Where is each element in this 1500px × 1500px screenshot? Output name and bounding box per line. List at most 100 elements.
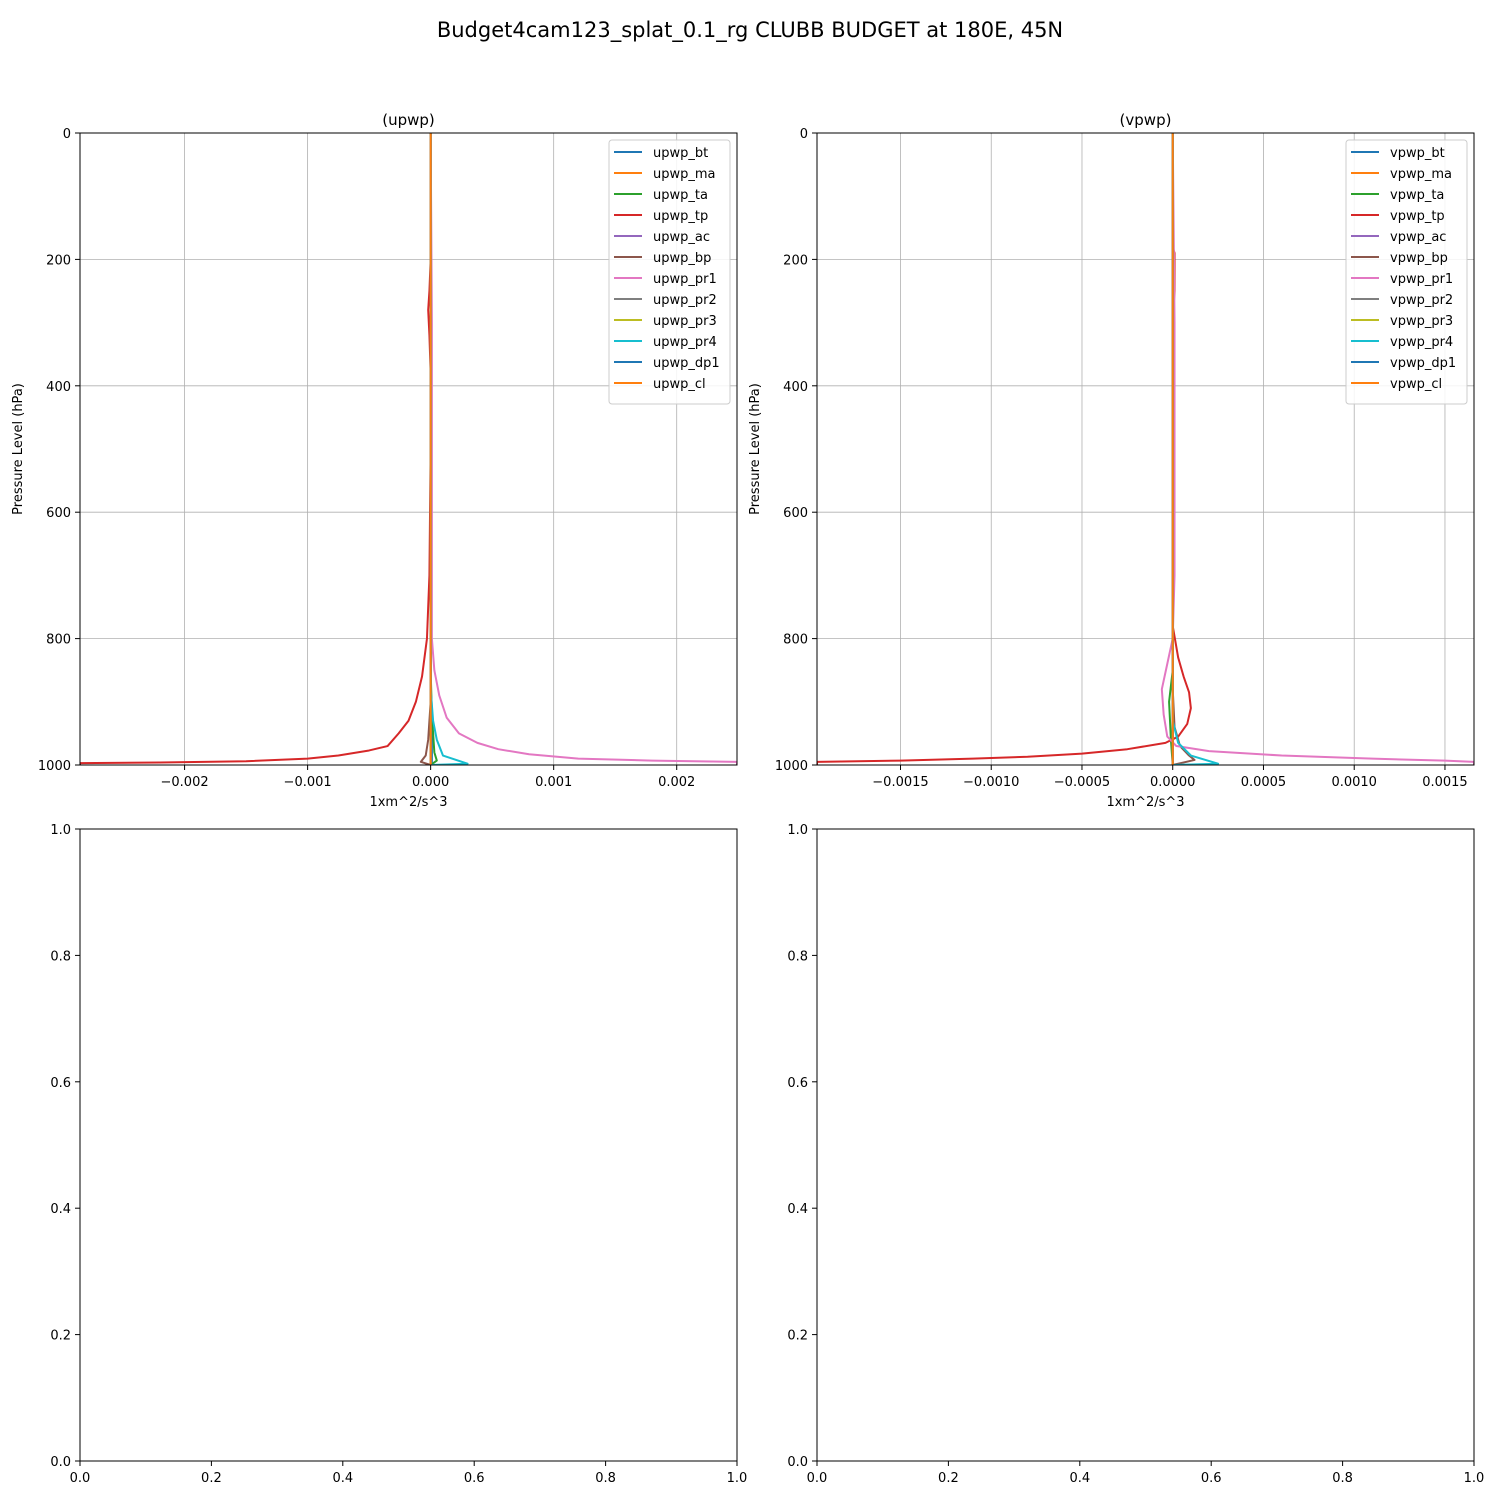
x-tick-label: 0.0010 bbox=[1331, 775, 1377, 790]
legend-label-upwp_ma: upwp_ma bbox=[653, 167, 716, 182]
legend-label-upwp_pr1: upwp_pr1 bbox=[653, 272, 717, 287]
series-line-upwp_tp bbox=[80, 133, 432, 765]
legend-label-upwp_ac: upwp_ac bbox=[653, 230, 710, 245]
axes-frame bbox=[816, 132, 1475, 766]
legend: upwp_bt upwp_ma upwp_ta upwp_tp upwp_ac upwp_… bbox=[608, 139, 731, 405]
legend-label-upwp_pr2: upwp_pr2 bbox=[653, 293, 717, 308]
legend: vpwp_bt vpwp_ma vpwp_ta vpwp_tp vpwp_ac vpwp_… bbox=[1345, 139, 1468, 405]
x-tick-label: 0.0000 bbox=[1150, 775, 1196, 790]
y-tick-label: 0 bbox=[800, 127, 808, 142]
legend-label-upwp_ta: upwp_ta bbox=[653, 188, 708, 203]
x-tick-label: 0.0015 bbox=[1422, 775, 1468, 790]
legend-label-vpwp_cl: vpwp_cl bbox=[1390, 377, 1442, 392]
y-tick-label: 0.6 bbox=[50, 1076, 71, 1091]
subplot-grid: −0.002 −0.001 0.000 0.001 0.002 0 200 400 600 800… bbox=[11, 111, 1484, 1486]
legend-label-upwp_tp: upwp_tp bbox=[653, 209, 708, 224]
x-tick-label: 0.2 bbox=[201, 1471, 222, 1486]
legend-label-vpwp_dp1: vpwp_dp1 bbox=[1390, 356, 1456, 371]
x-tick-label: 0.8 bbox=[595, 1471, 616, 1486]
figure-title: Budget4cam123_splat_0.1_rg CLUBB BUDGET … bbox=[437, 18, 1063, 43]
x-tick-label: 0.0005 bbox=[1241, 775, 1287, 790]
axes-frame bbox=[79, 132, 738, 766]
x-tick-label: 0.6 bbox=[464, 1471, 485, 1486]
legend-label-vpwp_ac: vpwp_ac bbox=[1390, 230, 1446, 245]
subplot-empty-right: 0.0 0.2 0.4 0.6 0.8 1.0 0.0 0.2 0.4 0.6 0.8 1.0 bbox=[787, 823, 1484, 1486]
x-tick-label: 0.0 bbox=[70, 1471, 91, 1486]
legend-label-vpwp_pr3: vpwp_pr3 bbox=[1390, 314, 1453, 329]
series-line-vpwp_pr1 bbox=[1160, 133, 1474, 765]
series-group bbox=[817, 133, 1474, 765]
legend-label-upwp_pr4: upwp_pr4 bbox=[653, 335, 717, 350]
panel-title: (upwp) bbox=[382, 111, 435, 129]
x-tick-label: 0.6 bbox=[1201, 1471, 1222, 1486]
y-axis-label: Pressure Level (hPa) bbox=[748, 383, 763, 515]
legend-label-vpwp_pr1: vpwp_pr1 bbox=[1390, 272, 1453, 287]
x-tick-label: 0.2 bbox=[938, 1471, 959, 1486]
legend-label-vpwp_pr2: vpwp_pr2 bbox=[1390, 293, 1453, 308]
y-tick-label: 1000 bbox=[775, 759, 808, 774]
x-axis-label: 1xm^2/s^3 bbox=[1106, 795, 1184, 810]
legend-box bbox=[608, 139, 731, 405]
y-tick-label: 1.0 bbox=[50, 823, 71, 838]
y-tick-label: 0.8 bbox=[787, 949, 808, 964]
x-tick-label: −0.002 bbox=[161, 775, 209, 790]
y-tick-label: 0.2 bbox=[50, 1329, 71, 1344]
y-tick-label: 800 bbox=[46, 633, 71, 648]
subplot-upwp: −0.002 −0.001 0.000 0.001 0.002 0 200 400 600 800… bbox=[11, 111, 738, 810]
subplot-empty-left: 0.0 0.2 0.4 0.6 0.8 1.0 0.0 0.2 0.4 0.6 0.8 1.0 bbox=[50, 823, 747, 1486]
legend-label-upwp_pr3: upwp_pr3 bbox=[653, 314, 717, 329]
legend-label-vpwp_ma: vpwp_ma bbox=[1390, 167, 1452, 182]
y-tick-label: 0.4 bbox=[787, 1202, 808, 1217]
y-tick-label: 200 bbox=[46, 253, 71, 268]
x-tick-label: 0.001 bbox=[535, 775, 572, 790]
legend-label-vpwp_bt: vpwp_bt bbox=[1390, 146, 1445, 161]
x-tick-label: 0.002 bbox=[658, 775, 695, 790]
legend-label-vpwp_tp: vpwp_tp bbox=[1390, 209, 1445, 224]
y-tick-label: 1.0 bbox=[787, 823, 808, 838]
x-tick-label: −0.0010 bbox=[963, 775, 1019, 790]
x-tick-label: 0.0 bbox=[807, 1471, 828, 1486]
y-tick-label: 800 bbox=[783, 633, 808, 648]
y-tick-label: 200 bbox=[783, 253, 808, 268]
axes-frame bbox=[816, 828, 1475, 1462]
y-tick-label: 0 bbox=[63, 127, 71, 142]
x-axis-label: 1xm^2/s^3 bbox=[369, 795, 447, 810]
legend-label-vpwp_pr4: vpwp_pr4 bbox=[1390, 335, 1453, 350]
legend-label-upwp_dp1: upwp_dp1 bbox=[653, 356, 720, 371]
y-tick-label: 400 bbox=[46, 380, 71, 395]
panel-title: (vpwp) bbox=[1120, 111, 1172, 129]
legend-label-upwp_cl: upwp_cl bbox=[653, 377, 706, 392]
legend-box bbox=[1345, 139, 1468, 405]
legend-label-upwp_bt: upwp_bt bbox=[653, 146, 708, 161]
x-tick-label: 1.0 bbox=[1464, 1471, 1485, 1486]
y-tick-label: 600 bbox=[46, 506, 71, 521]
x-tick-label: −0.001 bbox=[284, 775, 332, 790]
legend-label-vpwp_ta: vpwp_ta bbox=[1390, 188, 1444, 203]
subplot-vpwp: −0.0015 −0.0010 −0.0005 0.0000 0.0005 0.0010 0… bbox=[748, 111, 1475, 810]
x-tick-label: 0.8 bbox=[1332, 1471, 1353, 1486]
y-tick-label: 0.0 bbox=[50, 1455, 71, 1470]
legend-label-upwp_bp: upwp_bp bbox=[653, 251, 711, 266]
axes-frame bbox=[79, 828, 738, 1462]
y-tick-label: 0.4 bbox=[50, 1202, 71, 1217]
y-tick-label: 0.6 bbox=[787, 1076, 808, 1091]
x-tick-label: −0.0005 bbox=[1054, 775, 1110, 790]
x-tick-label: 0.4 bbox=[1069, 1471, 1090, 1486]
legend-label-vpwp_bp: vpwp_bp bbox=[1390, 251, 1448, 266]
y-tick-label: 0.8 bbox=[50, 949, 71, 964]
y-tick-label: 0.2 bbox=[787, 1329, 808, 1344]
y-tick-label: 600 bbox=[783, 506, 808, 521]
series-line-upwp_pr1 bbox=[429, 133, 737, 765]
x-tick-label: −0.0015 bbox=[872, 775, 928, 790]
y-axis-label: Pressure Level (hPa) bbox=[11, 383, 26, 515]
x-tick-label: 0.4 bbox=[332, 1471, 353, 1486]
y-tick-label: 0.0 bbox=[787, 1455, 808, 1470]
y-tick-label: 400 bbox=[783, 380, 808, 395]
x-tick-label: 0.000 bbox=[412, 775, 449, 790]
series-group bbox=[80, 133, 737, 765]
x-tick-label: 1.0 bbox=[727, 1471, 748, 1486]
y-tick-label: 1000 bbox=[38, 759, 71, 774]
